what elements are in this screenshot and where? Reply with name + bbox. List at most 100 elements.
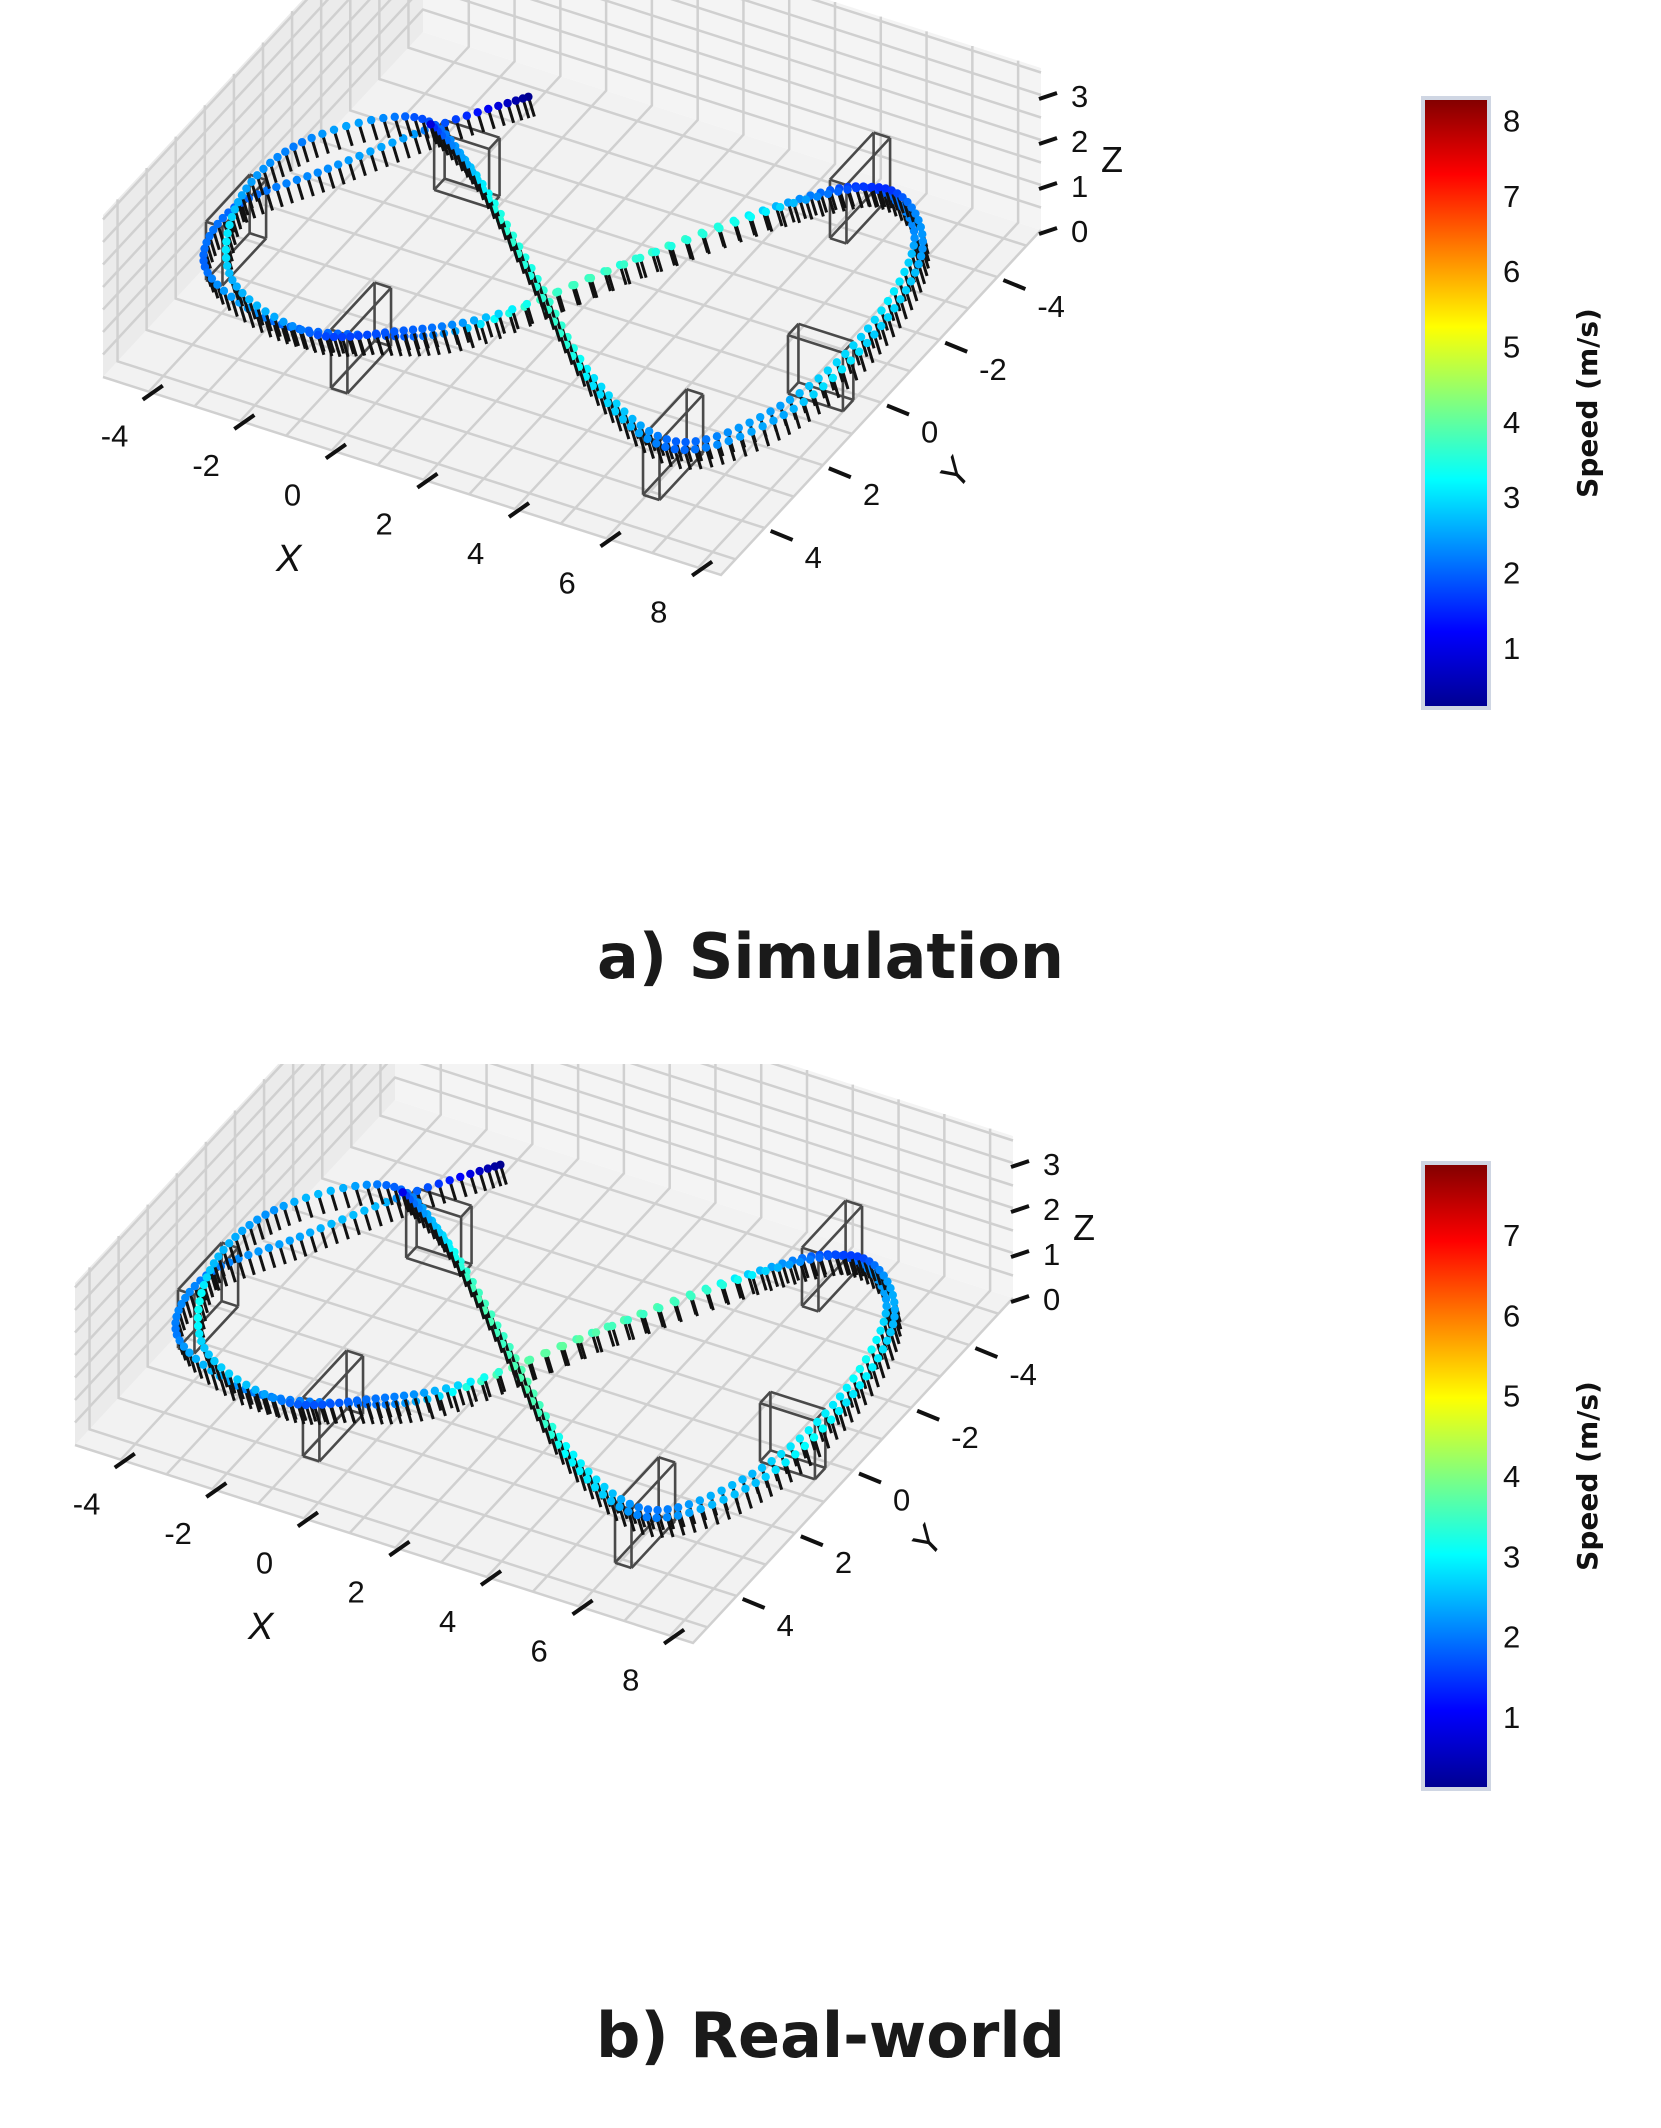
gridline-x bbox=[468, 0, 791, 496]
z-axis-label: Z bbox=[1073, 1207, 1095, 1248]
trajectory-point bbox=[419, 1388, 429, 1398]
trajectory-point bbox=[804, 1426, 813, 1435]
trajectory-point bbox=[718, 1280, 728, 1290]
trajectory-point bbox=[761, 1472, 770, 1482]
trajectory-point bbox=[685, 1508, 694, 1517]
trajectory-point bbox=[761, 207, 771, 217]
trajectory-point bbox=[264, 1243, 274, 1253]
trajectory-point bbox=[469, 316, 479, 325]
y-tick-label: 4 bbox=[777, 1608, 794, 1643]
trajectory-point bbox=[175, 1336, 184, 1345]
trajectory-point bbox=[662, 435, 671, 444]
x-tick-mark bbox=[690, 560, 714, 578]
trajectory-point bbox=[272, 182, 281, 192]
gate-edge bbox=[801, 1246, 819, 1255]
trajectory-point bbox=[916, 222, 925, 232]
trajectory-point bbox=[279, 317, 288, 327]
z-tick-label: 0 bbox=[1071, 214, 1088, 249]
gate-edge bbox=[759, 1401, 816, 1422]
gate-edge bbox=[845, 137, 892, 186]
trajectory-point bbox=[691, 437, 700, 446]
trajectory-point bbox=[895, 277, 904, 286]
trajectory-point bbox=[747, 1270, 757, 1280]
trajectory-point bbox=[222, 237, 231, 246]
trajectory-point bbox=[655, 1303, 664, 1313]
gridline-x bbox=[514, 2, 837, 510]
trajectory-point bbox=[908, 220, 917, 229]
trajectory-point bbox=[316, 1224, 325, 1233]
trajectory-point bbox=[801, 195, 811, 204]
gridline-y bbox=[233, 1110, 854, 1472]
x-tick-label: 4 bbox=[467, 536, 484, 571]
gridline-x bbox=[147, 0, 471, 393]
trajectory-point bbox=[724, 436, 733, 446]
z-tick-label: 3 bbox=[1071, 79, 1088, 114]
trajectory-point bbox=[886, 1284, 895, 1293]
trajectory-point bbox=[819, 382, 828, 391]
trajectory-point bbox=[791, 1450, 800, 1459]
trajectory-point bbox=[289, 142, 298, 151]
trajectory-point bbox=[636, 421, 645, 430]
trajectory-point bbox=[881, 1309, 890, 1318]
z-tick-label: 2 bbox=[1071, 124, 1088, 159]
trajectory-point bbox=[860, 183, 869, 192]
z-axis-label: Z bbox=[1101, 139, 1123, 180]
trajectory-point bbox=[607, 1321, 617, 1331]
colorbar-tick-label: 6 bbox=[1503, 1298, 1520, 1333]
y-tick-mark bbox=[858, 1471, 882, 1485]
trajectory-point bbox=[399, 1391, 409, 1400]
trajectory-point bbox=[882, 1336, 892, 1345]
colorbar-tick-label: 7 bbox=[1503, 1218, 1520, 1253]
trajectory-point bbox=[190, 1281, 200, 1291]
trajectory-point bbox=[643, 1505, 653, 1514]
trajectory-point bbox=[731, 218, 740, 227]
gridline-x bbox=[330, 0, 654, 452]
trajectory-point bbox=[381, 1198, 391, 1207]
trajectory-point bbox=[434, 1179, 444, 1188]
trajectory-point bbox=[748, 1469, 757, 1478]
trajectory-point bbox=[795, 1434, 805, 1443]
trajectory bbox=[171, 1160, 903, 1539]
trajectory-point bbox=[390, 1182, 399, 1192]
trajectory-point bbox=[476, 319, 485, 329]
trajectory-point bbox=[813, 192, 822, 201]
trajectory-point bbox=[213, 280, 222, 289]
trajectory-point bbox=[701, 435, 711, 444]
trajectory-point bbox=[728, 1480, 737, 1490]
colorbar-tick-label: 7 bbox=[1503, 179, 1520, 214]
trajectory-point bbox=[254, 1247, 263, 1256]
trajectory-point bbox=[815, 1253, 824, 1262]
x-tick-mark bbox=[479, 1569, 503, 1587]
trajectory-point bbox=[338, 1215, 347, 1224]
z-tick-mark bbox=[1038, 181, 1058, 191]
trajectory-point bbox=[525, 1355, 535, 1364]
colorbar-tick-label: 1 bbox=[1503, 1700, 1520, 1735]
y-tick-mark bbox=[944, 340, 968, 354]
trajectory-point bbox=[558, 1341, 568, 1351]
trajectory-point bbox=[217, 1363, 226, 1372]
x-tick-mark bbox=[233, 413, 256, 431]
trajectory-point bbox=[390, 112, 399, 122]
trajectory-point bbox=[634, 1503, 643, 1512]
trajectory-point bbox=[253, 1215, 262, 1224]
gate-edge bbox=[801, 1199, 847, 1249]
trajectory-point bbox=[883, 1277, 892, 1286]
z-tick-mark bbox=[1010, 1249, 1030, 1259]
gridline-y bbox=[321, 1064, 941, 1378]
trajectory-point bbox=[653, 1505, 662, 1515]
trajectory-point bbox=[771, 1465, 780, 1475]
trajectory-point bbox=[823, 189, 833, 199]
trajectory-point bbox=[343, 1397, 353, 1406]
y-tick-mark bbox=[828, 466, 852, 480]
gate-edge bbox=[630, 1461, 677, 1511]
trajectory-point bbox=[193, 1313, 203, 1323]
trajectory-point bbox=[355, 151, 364, 161]
trajectory-point bbox=[418, 114, 427, 124]
gridline-y bbox=[88, 1267, 708, 1629]
gate-edge bbox=[759, 1390, 772, 1404]
trajectory-point bbox=[590, 1483, 600, 1492]
trajectory-point bbox=[717, 1486, 726, 1495]
trajectory-point bbox=[900, 267, 909, 277]
trajectory-point bbox=[661, 442, 670, 452]
trajectory-point bbox=[911, 209, 920, 218]
